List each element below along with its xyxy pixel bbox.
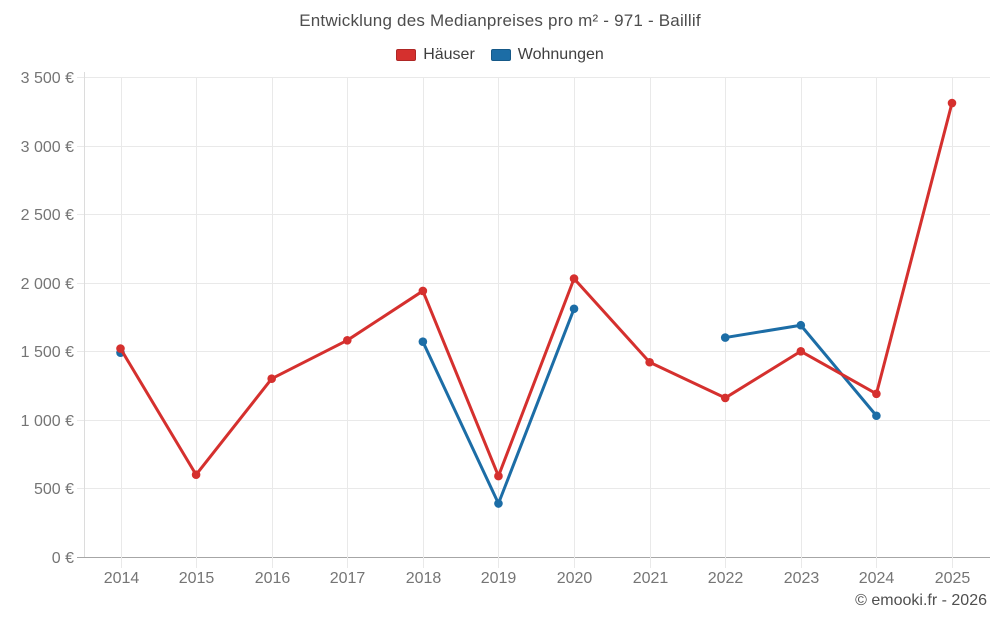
data-point-haeuser-2023[interactable]	[796, 346, 806, 356]
legend-item-wohnungen[interactable]: Wohnungen	[490, 46, 604, 64]
x-tick-label: 2025	[935, 570, 971, 587]
chart-title: Entwicklung des Medianpreises pro m² - 9…	[299, 11, 701, 30]
y-tick-label: 2 000 €	[21, 276, 74, 293]
y-tick-label: 500 €	[34, 481, 74, 498]
x-tick-label: 2016	[255, 570, 291, 587]
data-point-haeuser-2020[interactable]	[569, 274, 579, 283]
data-point-wohnungen-2019[interactable]	[494, 499, 503, 508]
legend-swatch-haeuser-icon	[396, 49, 417, 61]
y-tick-label: 1 500 €	[21, 344, 74, 361]
data-point-haeuser-2021[interactable]	[645, 357, 654, 367]
x-tick-label: 2017	[330, 570, 366, 587]
data-point-wohnungen-2024[interactable]	[872, 411, 881, 421]
data-point-haeuser-2019[interactable]	[494, 471, 503, 481]
y-tick-label: 3 000 €	[21, 139, 74, 156]
data-point-wohnungen-2020[interactable]	[569, 304, 579, 314]
y-tick-label: 0 €	[52, 550, 74, 567]
x-tick-label: 2021	[633, 570, 669, 587]
series-line-wohnungen[interactable]	[723, 323, 878, 418]
data-point-wohnungen-2023[interactable]	[796, 320, 806, 330]
data-point-haeuser-2024[interactable]	[872, 389, 881, 399]
data-point-haeuser-2015[interactable]	[191, 470, 201, 480]
y-tick-label: 1 000 €	[21, 413, 74, 430]
x-tick-label: 2023	[784, 570, 820, 587]
data-point-haeuser-2016[interactable]	[267, 374, 276, 384]
data-point-haeuser-2022[interactable]	[720, 393, 730, 403]
x-tick-label: 2019	[481, 570, 517, 587]
x-tick-label: 2015	[179, 570, 215, 587]
x-tick-label: 2018	[406, 570, 442, 587]
y-tick-label: 2 500 €	[21, 207, 74, 224]
x-tick-label: 2022	[708, 570, 744, 587]
series-line-haeuser[interactable]	[119, 101, 954, 478]
legend-swatch-wohnungen-icon	[490, 49, 511, 61]
y-tick-label: 3 500 €	[21, 70, 74, 87]
data-point-wohnungen-2018[interactable]	[418, 337, 428, 346]
x-tick-label: 2014	[104, 570, 140, 587]
chart-legend: Häuser Wohnungen	[0, 46, 1000, 64]
legend-label-haeuser: Häuser	[423, 46, 475, 63]
x-tick-label: 2024	[859, 570, 895, 587]
data-point-haeuser-2017[interactable]	[342, 336, 352, 345]
footer-credit: © emooki.fr - 2026	[855, 592, 987, 609]
data-point-haeuser-2025[interactable]	[947, 98, 957, 108]
data-point-wohnungen-2022[interactable]	[720, 333, 730, 342]
legend-item-haeuser[interactable]: Häuser	[396, 46, 475, 64]
legend-label-wohnungen: Wohnungen	[517, 46, 604, 63]
data-point-haeuser-2014[interactable]	[116, 344, 125, 353]
data-point-haeuser-2018[interactable]	[418, 286, 428, 296]
x-tick-label: 2020	[557, 570, 593, 587]
